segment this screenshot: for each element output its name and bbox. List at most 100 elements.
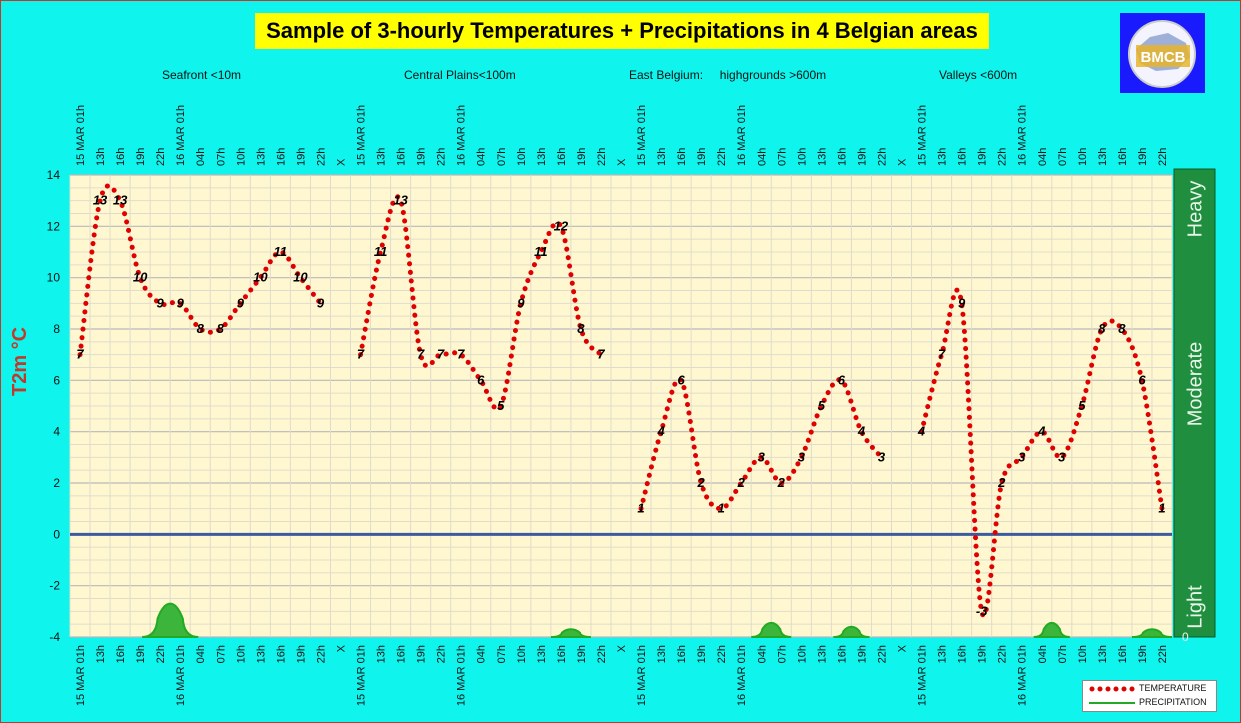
x-tick-label-bottom: 16h: [957, 645, 969, 663]
x-tick-label-bottom: 13h: [937, 645, 949, 663]
temperature-line: [919, 287, 1165, 618]
x-tick-label-top: 04h: [756, 148, 768, 166]
precipitation-area: [1033, 621, 1070, 638]
temperature-data-label: 2: [697, 475, 706, 490]
x-tick-label-bottom: 16 MAR 01h: [456, 645, 468, 706]
x-tick-label-bottom: 13h: [656, 645, 668, 663]
x-tick-label-bottom: 04h: [756, 645, 768, 663]
x-tick-label-top: 10h: [796, 148, 808, 166]
temperature-data-label: 1: [637, 501, 644, 516]
x-tick-label-bottom: 22h: [596, 645, 608, 663]
x-tick-label-top: 13h: [937, 148, 949, 166]
temperature-data-label: 3: [1058, 449, 1066, 464]
temperature-data-label: 4: [857, 424, 866, 439]
x-tick-label-bottom: 04h: [195, 645, 207, 663]
x-tick-label-bottom: 19h: [856, 645, 868, 663]
x-tick-label-top: 19h: [135, 148, 147, 166]
legend-label-temperature: TEMPERATURE: [1139, 683, 1207, 693]
temperature-data-label: 1: [718, 501, 725, 516]
x-tick-label-top: 07h: [496, 148, 508, 166]
temperature-data-label: 5: [1078, 398, 1086, 413]
temperature-data-label: 6: [677, 372, 685, 387]
x-tick-label-bottom: 15 MAR 01h: [75, 645, 87, 706]
x-tick-label-bottom: 19h: [696, 645, 708, 663]
temperature-data-label: 10: [253, 270, 268, 285]
precipitation-scale: [1173, 168, 1216, 638]
precipitation-scale-label: Moderate: [1185, 342, 1207, 427]
temperature-data-label: 8: [217, 321, 225, 336]
temperature-data-label: 11: [274, 244, 288, 259]
x-tick-label-bottom: X: [616, 644, 628, 652]
precipitation-scale-label: Heavy: [1185, 181, 1207, 238]
temperature-data-label: 7: [417, 347, 425, 362]
x-tick-label-bottom: 10h: [235, 645, 247, 663]
x-tick-label-top: 16 MAR 01h: [736, 105, 748, 166]
temperature-data-label: 8: [1098, 321, 1106, 336]
y-tick-label: 2: [53, 476, 60, 490]
x-tick-label-bottom: 16h: [275, 645, 287, 663]
x-tick-label-top: 15 MAR 01h: [917, 105, 929, 166]
x-tick-label-top: 16h: [957, 148, 969, 166]
temperature-data-label: 5: [818, 398, 826, 413]
y-tick-label: 6: [53, 373, 60, 387]
x-tick-label-bottom: 15 MAR 01h: [636, 645, 648, 706]
x-tick-label-bottom: 22h: [997, 645, 1009, 663]
temperature-data-label: 13: [93, 193, 108, 208]
x-tick-label-top: 22h: [1157, 148, 1169, 166]
precipitation-area: [833, 625, 870, 638]
y-tick-label: 10: [47, 271, 61, 285]
temperature-data-label: 7: [938, 347, 946, 362]
x-tick-label-top: 19h: [576, 148, 588, 166]
x-tick-label-bottom: 13h: [95, 645, 107, 663]
x-tick-label-top: 22h: [997, 148, 1009, 166]
x-tick-label-top: 13h: [656, 148, 668, 166]
x-tick-label-top: 13h: [816, 148, 828, 166]
x-tick-label-bottom: 19h: [416, 645, 428, 663]
x-tick-label-bottom: 15 MAR 01h: [917, 645, 929, 706]
x-tick-label-top: X: [616, 158, 628, 166]
temperature-data-label: 4: [656, 424, 665, 439]
x-tick-label-top: 04h: [195, 148, 207, 166]
x-tick-label-bottom: 16h: [1117, 645, 1129, 663]
temperature-data-label: 9: [517, 295, 525, 310]
temperature-data-label: 4: [1037, 424, 1046, 439]
precipitation-scale-zero: 0: [1182, 630, 1189, 644]
x-tick-label-bottom: 16 MAR 01h: [1017, 645, 1029, 706]
x-tick-label-top: 22h: [155, 148, 167, 166]
temperature-data-label: 12: [554, 218, 569, 233]
legend-line-icon: [1089, 702, 1135, 704]
x-tick-label-top: 16 MAR 01h: [1017, 105, 1029, 166]
x-tick-label-top: 16h: [836, 148, 848, 166]
area-label-seafront: Seafront <10m: [162, 68, 242, 82]
x-tick-label-bottom: 22h: [436, 645, 448, 663]
x-tick-label-bottom: 07h: [1057, 645, 1069, 663]
y-tick-label: 4: [53, 425, 60, 439]
x-tick-label-bottom: 16 MAR 01h: [736, 645, 748, 706]
x-tick-label-top: 19h: [1137, 148, 1149, 166]
x-tick-label-bottom: 16h: [556, 645, 568, 663]
x-tick-label-top: 19h: [416, 148, 428, 166]
precipitation-area: [142, 602, 199, 638]
x-tick-label-top: X: [897, 158, 909, 166]
bmcb-logo: BMCB: [1120, 13, 1205, 93]
y-tick-label: 14: [47, 168, 61, 182]
x-tick-label-top: 16h: [396, 148, 408, 166]
area-label-central-plains: Central Plains<100m: [404, 68, 516, 82]
temperature-data-label: 10: [133, 270, 148, 285]
x-tick-label-bottom: 22h: [1157, 645, 1169, 663]
x-tick-label-top: 16h: [556, 148, 568, 166]
x-tick-label-bottom: 22h: [876, 645, 888, 663]
x-tick-label-bottom: 19h: [135, 645, 147, 663]
x-tick-label-bottom: 13h: [536, 645, 548, 663]
x-tick-label-bottom: 13h: [816, 645, 828, 663]
temperature-data-label: 8: [577, 321, 585, 336]
legend-item-precipitation: PRECIPITATION: [1087, 696, 1214, 710]
x-tick-label-bottom: X: [897, 644, 909, 652]
x-tick-label-top: 16 MAR 01h: [456, 105, 468, 166]
temperature-data-label: 11: [534, 244, 548, 259]
temperature-data-label: 7: [437, 347, 445, 362]
x-tick-label-bottom: 15 MAR 01h: [356, 645, 368, 706]
y-tick-label: -4: [49, 630, 60, 644]
